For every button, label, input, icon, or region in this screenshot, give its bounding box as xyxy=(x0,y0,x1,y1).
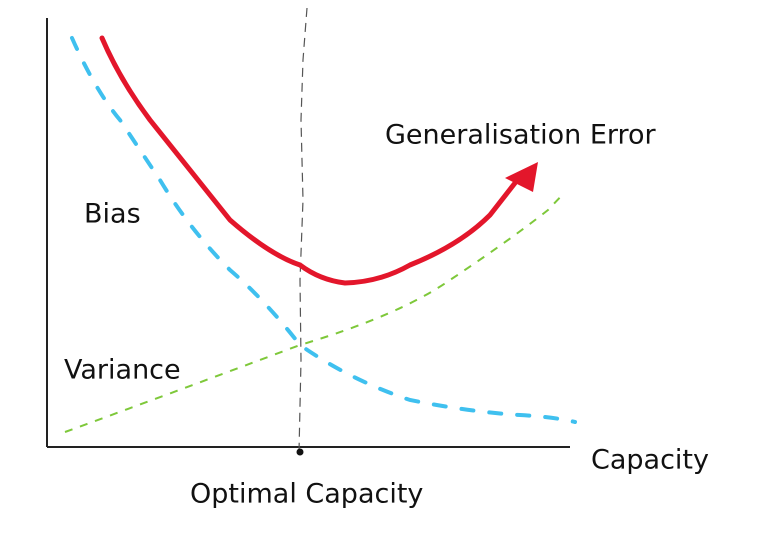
bias-label: Bias xyxy=(84,199,141,230)
error-arrowhead xyxy=(505,162,538,192)
variance-label: Variance xyxy=(64,355,181,386)
error-label: Generalisation Error xyxy=(385,120,657,151)
optimum-label: Optimal Capacity xyxy=(190,479,423,510)
error-curve xyxy=(99,35,518,286)
optimal-line xyxy=(298,7,308,453)
optimal-point xyxy=(296,448,304,456)
x-axis-label: Capacity xyxy=(591,445,709,476)
bias-curve xyxy=(70,36,577,424)
